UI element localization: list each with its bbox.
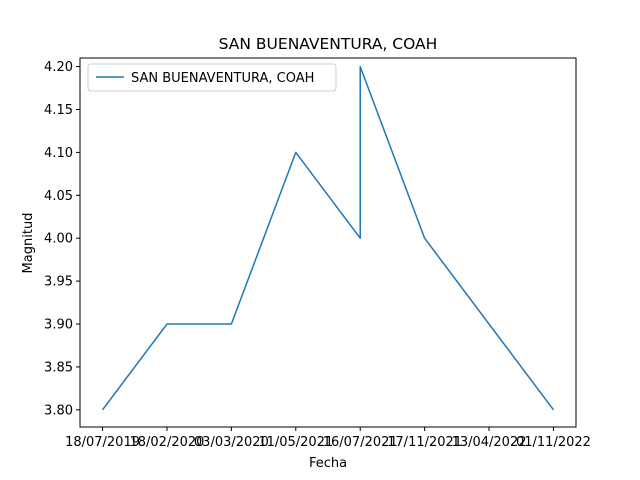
y-axis: 3.80 3.85 3.90 3.95 4.00 4.05 4.10 4.15 4.20 [44,60,80,418]
axes-frame [79,57,577,428]
y-tick-label: 4.05 [44,189,73,204]
y-tick-label: 3.90 [44,318,73,333]
y-tick-label: 4.15 [44,103,73,118]
x-axis-title: Fecha [309,456,347,471]
x-tick-label: 01/11/2022 [516,435,591,450]
x-tick-label: 18/02/2020 [129,435,204,450]
y-tick-label: 3.85 [44,360,73,375]
x-tick-label: 03/03/2020 [194,435,269,450]
legend: SAN BUENAVENTURA, COAH [87,63,337,92]
series-line-0 [101,65,555,411]
plot-area [79,57,577,428]
x-tick-label: 11/05/2021 [258,435,333,450]
y-tick-label: 3.95 [44,275,73,290]
x-axis: 18/07/201918/02/202003/03/202011/05/2021… [65,427,591,450]
y-tick-label: 4.00 [44,232,73,247]
x-tick-label: 13/04/2022 [452,435,527,450]
y-tick-label: 4.10 [44,146,73,161]
chart-title: SAN BUENAVENTURA, COAH [219,35,438,53]
legend-label: SAN BUENAVENTURA, COAH [131,71,314,86]
x-tick-label: 16/07/2021 [323,435,398,450]
legend-box [87,63,337,92]
y-axis-title: Magnitud [21,213,36,274]
y-tick-label: 4.20 [44,60,73,75]
x-tick-label: 18/07/2019 [65,435,140,450]
x-tick-label: 17/11/2021 [387,435,462,450]
y-tick-label: 3.80 [44,403,73,418]
